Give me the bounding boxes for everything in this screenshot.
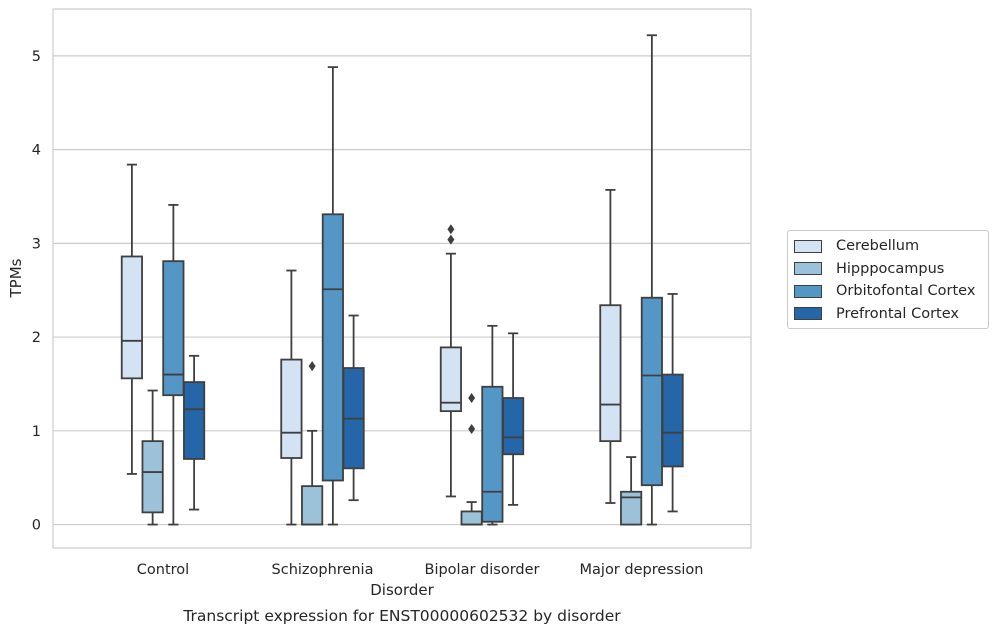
- outlier-point: [447, 224, 455, 235]
- legend-label: Prefrontal Cortex: [836, 305, 959, 322]
- box-prefrontal-cortex-0: [183, 354, 206, 511]
- legend-label: Cerebellum: [836, 238, 920, 255]
- chart-caption: Transcript expression for ENST0000060253…: [182, 607, 621, 625]
- box-iqr: [640, 296, 663, 487]
- box-iqr: [301, 485, 324, 526]
- box-iqr: [141, 440, 164, 514]
- legend-swatch: [794, 307, 822, 321]
- legend-label: Hipppocampus: [836, 260, 945, 277]
- box-cerebellum-2: [439, 224, 462, 498]
- box-cerebellum-3: [599, 189, 622, 504]
- legend: Cerebellum Hipppocampus Orbitofontal Corte…: [787, 230, 989, 329]
- box-prefrontal-cortex-3: [661, 293, 684, 513]
- legend-item: Hipppocampus: [788, 258, 988, 281]
- box-orbitofontal-cortex-1: [321, 66, 344, 526]
- box-iqr: [481, 385, 504, 523]
- y-tick-label: 1: [32, 424, 41, 440]
- box-iqr: [439, 346, 462, 413]
- legend-label: Orbitofontal Cortex: [836, 283, 976, 300]
- outlier-point: [447, 234, 455, 245]
- box-iqr: [460, 510, 483, 526]
- x-tick-label: Schizophrenia: [272, 562, 374, 578]
- box-iqr: [321, 213, 344, 482]
- y-axis-label: TPMs: [7, 258, 25, 298]
- box-prefrontal-cortex-1: [342, 314, 365, 502]
- y-tick-label: 5: [32, 49, 41, 65]
- legend-swatch: [794, 284, 822, 298]
- box-iqr: [162, 260, 185, 397]
- y-tick-label: 0: [32, 518, 41, 534]
- box-orbitofontal-cortex-2: [481, 324, 504, 526]
- legend-item: Prefrontal Cortex: [788, 303, 988, 326]
- box-cerebellum-1: [280, 269, 303, 526]
- box-iqr: [183, 381, 206, 460]
- legend-swatch: [794, 239, 822, 253]
- y-tick-labels: 0 1 2 3 4 5: [32, 49, 41, 534]
- box-hipppocampus-0: [141, 389, 164, 526]
- outlier-point: [468, 393, 476, 404]
- y-tick-label: 3: [32, 236, 41, 252]
- y-tick-label: 2: [32, 330, 41, 346]
- box-iqr: [280, 358, 303, 459]
- outlier-point: [308, 361, 316, 372]
- x-tick-label: Major depression: [580, 562, 704, 578]
- x-axis-label: Disorder: [370, 581, 434, 599]
- legend-swatch: [794, 262, 822, 276]
- boxes-group: [120, 34, 684, 526]
- box-iqr: [502, 397, 525, 456]
- box-hipppocampus-2: [460, 393, 483, 526]
- box-orbitofontal-cortex-0: [162, 204, 185, 526]
- y-tick-label: 4: [32, 143, 41, 159]
- legend-item: Orbitofontal Cortex: [788, 280, 988, 303]
- x-tick-label: Bipolar disorder: [425, 562, 540, 578]
- box-hipppocampus-1: [301, 361, 324, 526]
- outlier-point: [468, 423, 476, 434]
- box-iqr: [620, 490, 643, 526]
- box-iqr: [599, 304, 622, 443]
- box-prefrontal-cortex-2: [502, 332, 525, 506]
- box-cerebellum-0: [120, 163, 143, 475]
- legend-item: Cerebellum: [788, 235, 988, 258]
- box-hipppocampus-3: [620, 456, 643, 526]
- x-tick-labels: Control Schizophrenia Bipolar disorder Majo…: [137, 562, 704, 578]
- x-tick-label: Control: [137, 562, 189, 578]
- box-iqr: [120, 255, 143, 380]
- box-iqr: [661, 373, 684, 468]
